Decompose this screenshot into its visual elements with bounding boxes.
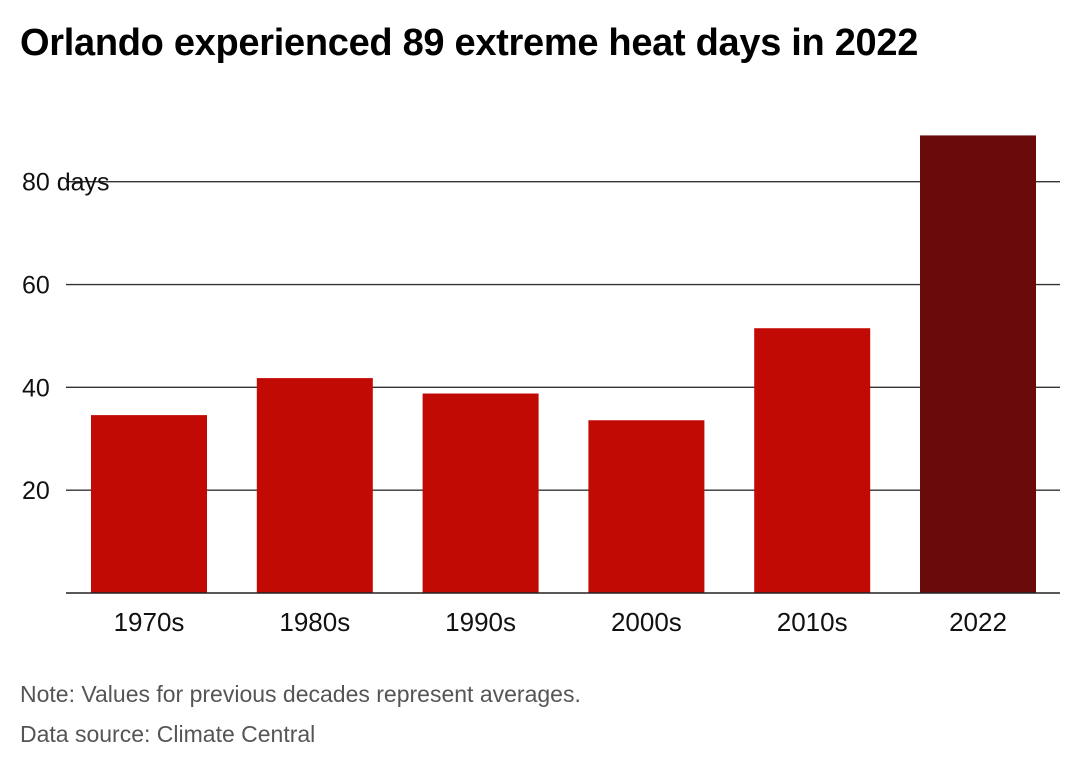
data-source: Data source: Climate Central (20, 721, 316, 747)
bar-1970s (91, 415, 207, 593)
x-tick-label: 1980s (279, 607, 350, 637)
chart-note: Note: Values for previous decades repres… (20, 681, 581, 707)
y-tick-label: 20 (22, 477, 50, 505)
x-tick-label: 2010s (777, 607, 848, 637)
y-tick-label: 60 (22, 272, 50, 300)
x-tick-label: 1990s (445, 607, 516, 637)
bar-1990s (422, 393, 539, 593)
y-tick-label: 80 days (22, 169, 110, 197)
x-tick-label: 2022 (949, 607, 1007, 637)
x-tick-label: 1970s (114, 607, 185, 637)
chart-title: Orlando experienced 89 extreme heat days… (20, 22, 919, 64)
gridlines (66, 180, 1060, 491)
x-tick-label: 2000s (611, 607, 682, 637)
bar-2010s (754, 328, 871, 593)
x-tick-labels: 1970s 1980s 1990s 2000s 2010s 2022 (114, 607, 1007, 637)
bar-2000s (588, 420, 705, 593)
y-tick-label: 40 (22, 374, 50, 402)
bar-1980s (256, 378, 373, 593)
y-tick-labels: 20 40 60 80 days (22, 169, 110, 505)
bar-2022 (920, 135, 1036, 593)
bars (91, 135, 1036, 593)
